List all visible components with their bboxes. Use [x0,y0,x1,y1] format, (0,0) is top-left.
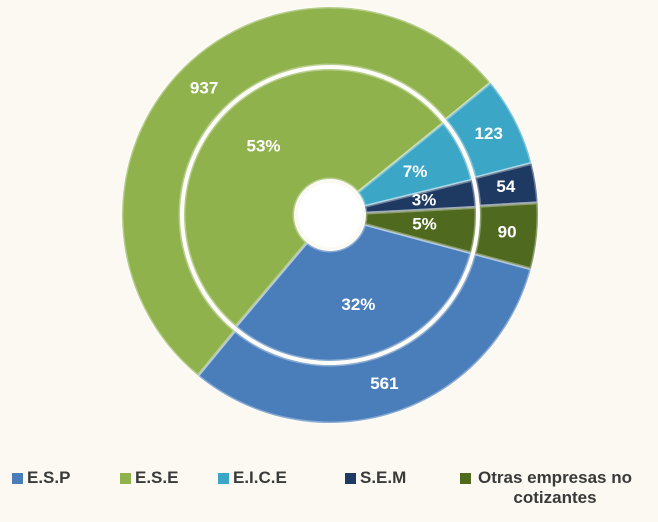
inner-slice-label: 32% [341,295,375,314]
legend-label: S.E.M [360,468,406,488]
outer-slice-label: 937 [190,79,218,98]
legend-item: S.E.M [345,468,406,488]
legend-swatch [12,473,23,484]
outer-slice-label: 90 [498,223,517,242]
donut-chart: 561 937 123 54 90 32% 53% 7% 3% 5% [0,0,658,460]
inner-slice-label: 7% [403,162,428,181]
legend-label: E.S.E [135,468,178,488]
legend-label: Otras empresas no cotizantes [475,468,635,508]
inner-slice-label: 3% [412,191,437,210]
legend-item: Otras empresas no cotizantes [460,468,635,508]
legend-label: E.S.P [27,468,70,488]
outer-slice-label: 123 [475,124,503,143]
legend-item: E.I.C.E [218,468,287,488]
legend-swatch [345,473,356,484]
legend-item: E.S.E [120,468,178,488]
legend-swatch [460,473,471,484]
legend-item: E.S.P [12,468,70,488]
hole [298,183,362,247]
legend-label: E.I.C.E [233,468,287,488]
legend-swatch [218,473,229,484]
inner-slice-label: 53% [247,137,281,156]
outer-slice-label: 561 [370,374,398,393]
outer-slice-label: 54 [496,177,515,196]
chart: 561 937 123 54 90 32% 53% 7% 3% 5% E.S.P E.S.E E.I.… [0,0,658,522]
legend-swatch [120,473,131,484]
inner-slice-label: 5% [412,214,437,233]
